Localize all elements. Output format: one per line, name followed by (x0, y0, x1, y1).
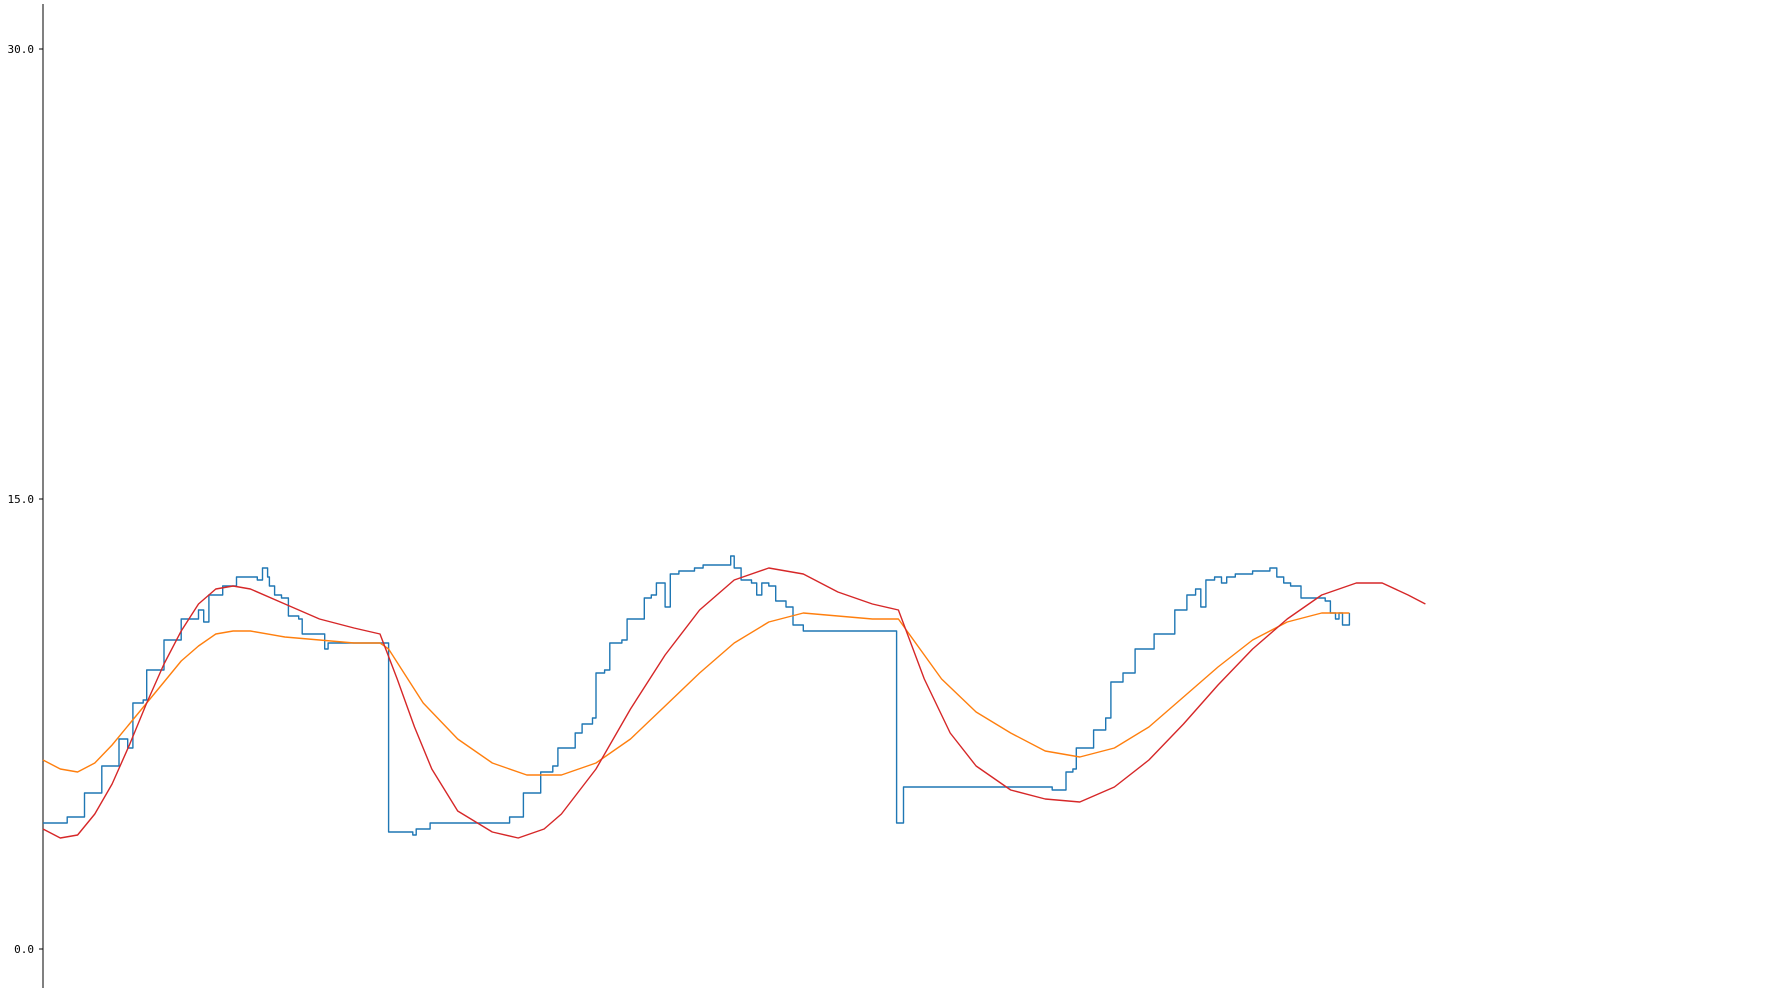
y-tick-label: 15.0 (8, 493, 35, 506)
series-line-3 (42, 567, 1426, 839)
y-tick-label: 30.0 (8, 43, 35, 56)
y-tick-label: 0.0 (14, 943, 34, 956)
series-line-1 (43, 555, 1351, 836)
series-group (42, 555, 1426, 839)
y-axis: 0.0 15.0 30.0 (8, 4, 44, 988)
series-line-2 (42, 612, 1350, 776)
